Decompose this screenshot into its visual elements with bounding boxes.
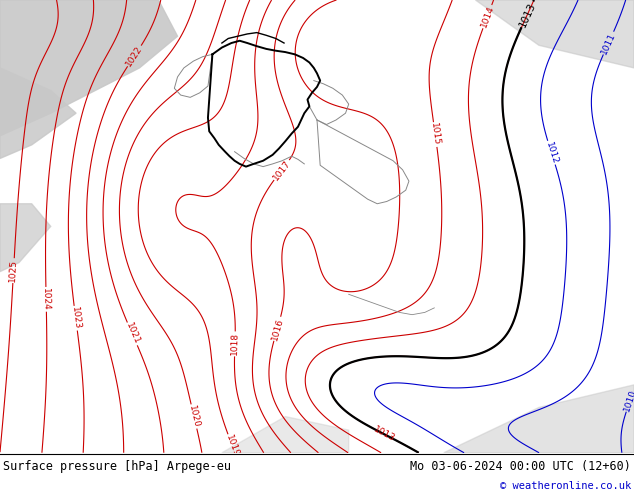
Text: 1018: 1018 [230, 332, 240, 356]
Polygon shape [444, 385, 634, 453]
Text: 1025: 1025 [8, 259, 18, 282]
Text: 1015: 1015 [429, 122, 441, 147]
Text: 1017: 1017 [271, 158, 292, 182]
Polygon shape [0, 204, 51, 271]
Text: 1019: 1019 [224, 434, 241, 458]
Text: 1013: 1013 [372, 425, 396, 443]
Text: 1022: 1022 [124, 44, 145, 68]
Text: 1011: 1011 [600, 31, 618, 55]
Text: 1014: 1014 [479, 4, 496, 29]
Text: 1010: 1010 [623, 388, 634, 412]
Polygon shape [0, 0, 178, 136]
Text: 1023: 1023 [70, 306, 82, 330]
Text: 1013: 1013 [517, 0, 538, 28]
Polygon shape [222, 416, 349, 453]
Text: 1020: 1020 [187, 404, 201, 429]
Polygon shape [0, 68, 76, 158]
Text: 1024: 1024 [41, 288, 51, 311]
Text: Surface pressure [hPa] Arpege-eu: Surface pressure [hPa] Arpege-eu [3, 461, 231, 473]
Text: Mo 03-06-2024 00:00 UTC (12+60): Mo 03-06-2024 00:00 UTC (12+60) [410, 461, 631, 473]
Text: 1012: 1012 [544, 141, 559, 165]
Polygon shape [476, 0, 634, 68]
Text: © weatheronline.co.uk: © weatheronline.co.uk [500, 481, 631, 490]
Text: 1016: 1016 [270, 317, 285, 341]
Text: 1021: 1021 [124, 321, 141, 346]
